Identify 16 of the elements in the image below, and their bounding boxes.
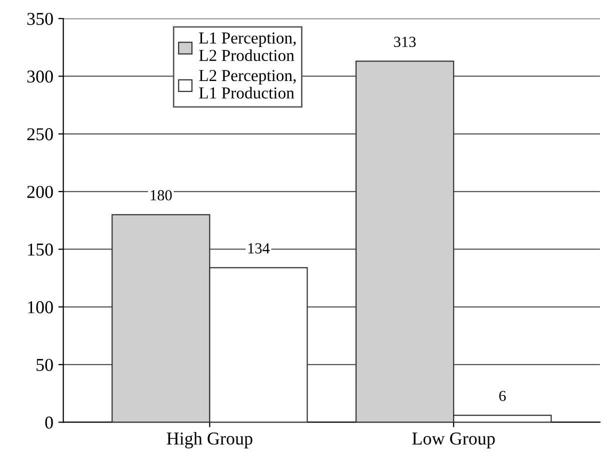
- data-label: 313: [394, 36, 416, 48]
- y-tick-label: 350: [27, 12, 53, 25]
- y-tick-label: 250: [27, 128, 53, 140]
- y-tick-label: 100: [28, 301, 53, 314]
- legend-label: L1 Perception, L2 Production: [199, 32, 296, 62]
- y-tick-label: 0: [45, 416, 53, 429]
- y-tick-label: 50: [36, 358, 53, 372]
- data-label: 134: [248, 243, 270, 254]
- y-tick-label: 150: [28, 243, 53, 256]
- data-label: 180: [150, 190, 172, 200]
- data-label: 6: [499, 390, 506, 402]
- y-tick-label: 200: [27, 186, 53, 198]
- legend-label: L2 Perception, L1 Production: [199, 70, 296, 99]
- y-tick-label: 300: [27, 70, 53, 83]
- x-tick-label: High Group: [166, 432, 252, 448]
- x-tick-label: Low Group: [412, 432, 495, 448]
